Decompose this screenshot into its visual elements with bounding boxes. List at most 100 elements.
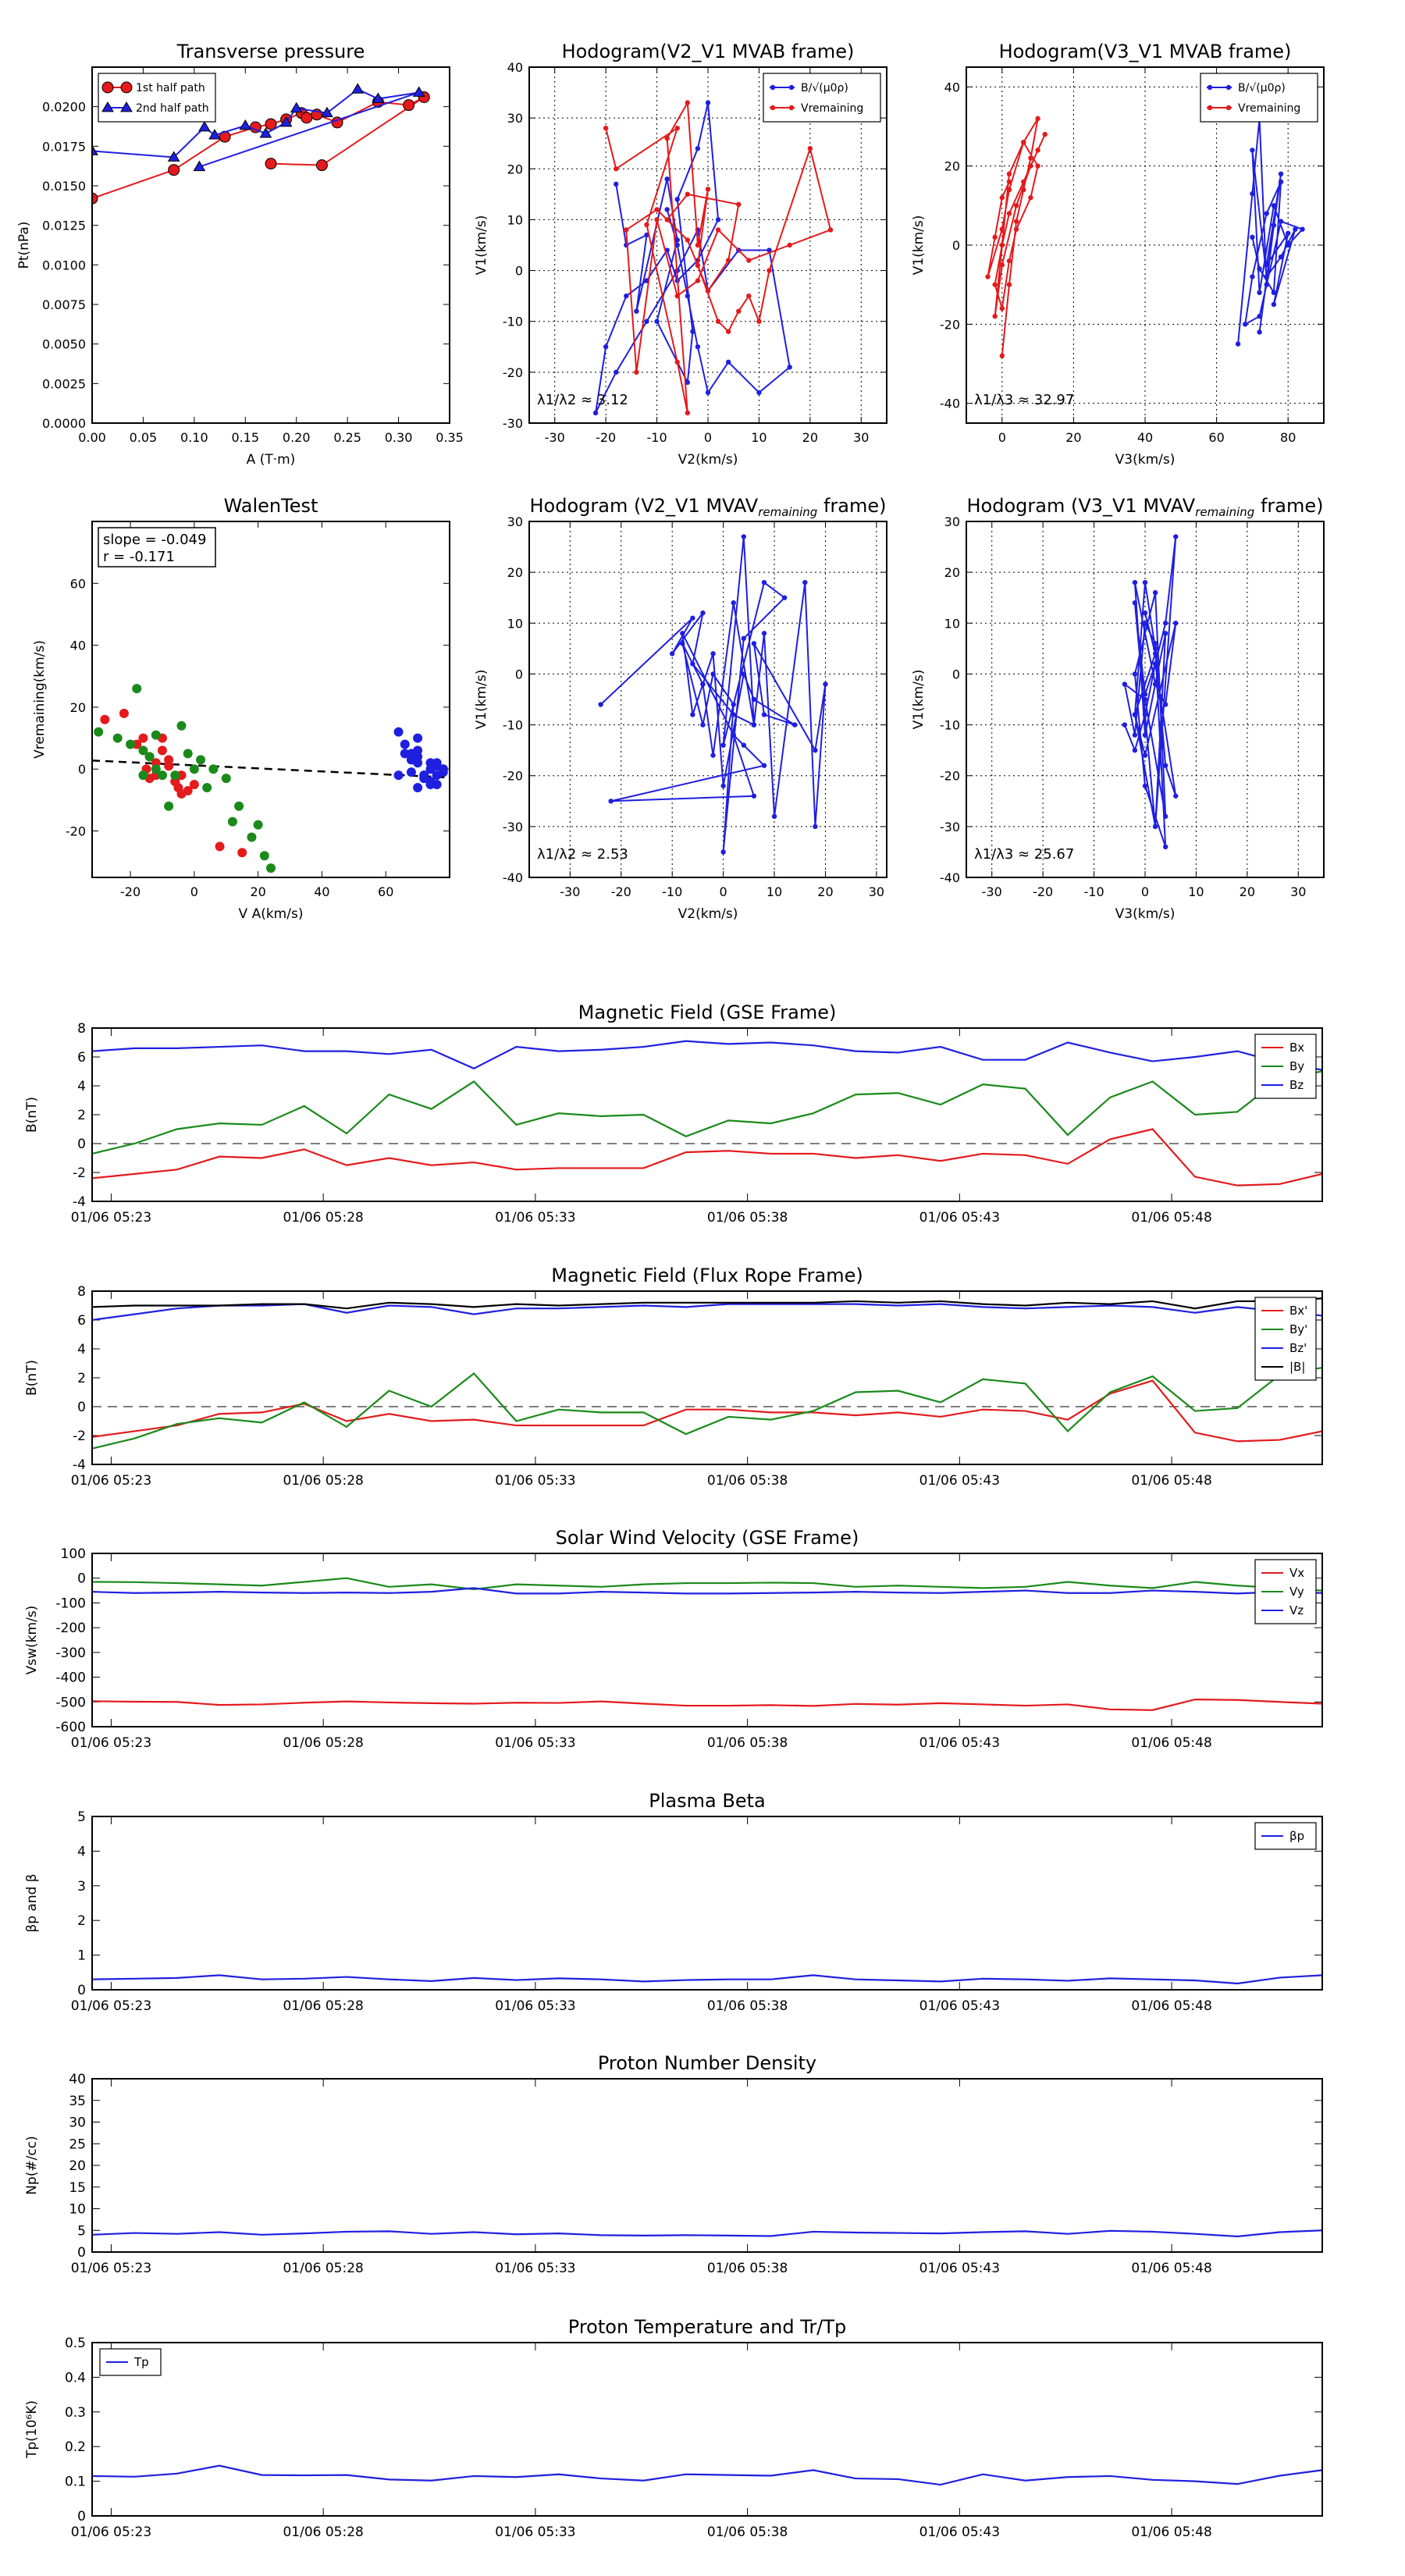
- legend-label: Bx: [1289, 1041, 1304, 1055]
- data-point: [720, 742, 726, 748]
- data-point: [301, 112, 313, 124]
- y-axis-label: Np(#/cc): [24, 2136, 40, 2194]
- series-line-0: [92, 2464, 1322, 2486]
- y-tick-label: 0.2: [65, 2439, 86, 2455]
- data-point: [168, 164, 180, 176]
- axes-frame: [91, 66, 450, 424]
- y-tick-label: 0: [77, 2509, 86, 2524]
- y-tick-label: 4: [77, 1079, 86, 1094]
- data-point: [592, 410, 599, 416]
- x-tick-label: 30: [1290, 884, 1306, 899]
- data-point: [792, 722, 798, 728]
- y-tick-label: 20: [69, 2158, 86, 2174]
- data-point: [624, 293, 629, 299]
- data-point: [425, 780, 436, 790]
- axes-frame: [91, 1027, 1323, 1202]
- data-point: [1162, 702, 1168, 707]
- data-point: [823, 681, 828, 687]
- axes-frame: [91, 1553, 1323, 1727]
- data-point: [787, 242, 792, 248]
- y-tick-label: -4: [73, 1194, 86, 1210]
- data-point: [321, 106, 333, 118]
- data-point: [761, 712, 767, 717]
- y-tick-label: 0.1: [65, 2475, 86, 2490]
- data-point: [690, 661, 695, 667]
- y-tick-label: -30: [503, 820, 523, 834]
- series-line-2: [92, 1303, 1322, 1322]
- y-tick-label: -400: [55, 1670, 86, 1686]
- chart-title: Magnetic Field (Flux Rope Frame): [551, 1265, 863, 1286]
- series-line-3: [92, 1297, 1322, 1310]
- chart-title: Plasma Beta: [649, 1790, 765, 1812]
- data-point: [393, 770, 404, 781]
- data-point: [680, 641, 685, 646]
- chart-title: Hodogram(V2_V1 MVAB frame): [562, 41, 855, 62]
- y-tick-label: 4: [77, 1342, 86, 1357]
- plot-area: [1122, 534, 1179, 850]
- data-point: [1132, 712, 1138, 717]
- x-tick-label: 0: [720, 884, 727, 899]
- y-tick-label: -30: [940, 820, 960, 834]
- data-point: [715, 227, 721, 233]
- ratio-annotation: λ1/λ2 ≈ 2.53: [537, 846, 628, 863]
- chart-title: Hodogram (V2_V1 MVAVremaining frame): [530, 495, 887, 519]
- data-point: [265, 158, 277, 170]
- chart-title: Proton Number Density: [598, 2052, 816, 2074]
- data-point: [771, 813, 777, 820]
- x-tick-label: 30: [869, 884, 884, 899]
- legend: Bx By Bz: [1254, 1034, 1317, 1099]
- data-point: [247, 832, 257, 842]
- data-point: [720, 849, 726, 855]
- data-point: [674, 125, 680, 131]
- data-point: [1152, 824, 1158, 830]
- data-point: [1142, 753, 1148, 758]
- data-point: [403, 99, 415, 112]
- data-point: [1013, 219, 1019, 224]
- data-point: [767, 268, 772, 273]
- x-tick-label: 01/06 05:38: [707, 2261, 788, 2276]
- y-tick-label: 40: [70, 639, 86, 653]
- data-point: [715, 217, 721, 222]
- y-tick-label: 0.0175: [42, 139, 86, 154]
- data-point: [1162, 813, 1168, 820]
- data-point: [1152, 646, 1158, 652]
- data-point: [654, 318, 660, 324]
- x-tick-label: 01/06 05:33: [495, 1473, 575, 1489]
- data-point: [189, 780, 199, 790]
- y-tick-label: -20: [503, 365, 523, 380]
- y-tick-label: -40: [503, 870, 523, 885]
- y-tick-label: 2: [77, 1913, 86, 1929]
- data-point: [1132, 671, 1138, 677]
- x-tick-label: 0.30: [385, 430, 413, 445]
- y-tick-label: 0.0075: [42, 297, 86, 312]
- data-point: [315, 159, 328, 172]
- data-point: [741, 534, 746, 539]
- data-point: [1142, 696, 1148, 703]
- data-point: [253, 820, 263, 830]
- y-tick-label: 0: [77, 2245, 86, 2261]
- y-tick-label: -40: [940, 397, 960, 411]
- data-point: [827, 227, 834, 233]
- data-point: [351, 83, 365, 94]
- x-tick-label: 60: [1208, 430, 1224, 445]
- data-point: [695, 262, 701, 269]
- data-point: [634, 369, 639, 375]
- series-line-0: [92, 1379, 1322, 1443]
- x-tick-label: 01/06 05:28: [283, 1998, 363, 2014]
- data-point: [406, 767, 416, 777]
- x-tick-label: 20: [817, 884, 833, 899]
- y-tick-label: 60: [70, 576, 86, 591]
- y-tick-label: 8: [77, 1284, 86, 1300]
- x-tick-label: 01/06 05:23: [71, 1735, 151, 1751]
- data-point: [731, 732, 736, 738]
- data-point: [215, 841, 225, 852]
- axes-frame: [91, 2342, 1323, 2517]
- y-tick-label: 20: [944, 159, 960, 174]
- y-tick-label: 40: [944, 80, 960, 94]
- series-line-1: [605, 100, 832, 414]
- data-point: [1235, 341, 1241, 347]
- y-tick-label: 0.4: [65, 2370, 86, 2386]
- stats-box: [98, 527, 216, 568]
- chart-sw-velocity: Solar Wind Velocity (GSE Frame) -600 -500 -…: [24, 1527, 1323, 1751]
- y-tick-label: -20: [940, 317, 960, 332]
